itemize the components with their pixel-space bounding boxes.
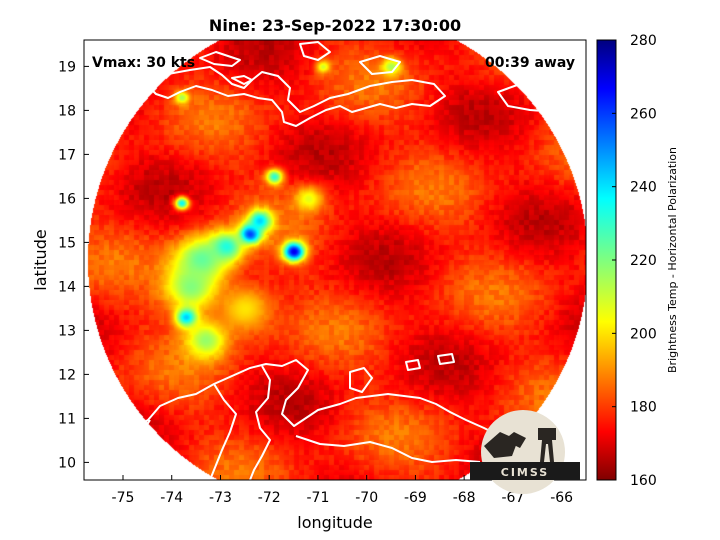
x-tick-label: -70 [355, 490, 378, 506]
colorbar-label: Brightness Temp - Horizontal Polarizatio… [666, 147, 679, 373]
coastline-hispaniola [147, 66, 446, 127]
y-tick-label: 14 [58, 279, 76, 295]
x-tick-label: -66 [550, 490, 573, 506]
coastline-gonave [231, 75, 253, 85]
y-tick-label: 10 [58, 455, 76, 471]
coastline-north-dr [299, 41, 331, 61]
y-tick-label: 16 [58, 191, 76, 207]
colorbar-tick-label: 260 [630, 106, 657, 122]
coastline-puerto-rico [497, 83, 586, 113]
logo-bar [470, 462, 580, 480]
water-tower-icon [538, 428, 556, 462]
coastline-maracaibo [249, 365, 271, 480]
x-tick-label: -75 [112, 490, 135, 506]
colorbar-ticks: 160 180 200 220 240 260 280 [612, 33, 657, 489]
x-tick-label: -73 [209, 490, 232, 506]
coastline-north-haiti [199, 51, 241, 67]
y-tick-label: 12 [58, 367, 76, 383]
coastline-north-dr-2 [359, 55, 401, 75]
satellite-dish-icon-2 [504, 432, 526, 448]
plot-area [84, 40, 586, 480]
colorbar-tick-label: 220 [630, 253, 657, 269]
x-tick-label: -68 [453, 490, 476, 506]
colorbar-tick-label: 200 [630, 326, 657, 342]
x-tick-label: -71 [307, 490, 330, 506]
coastlines [84, 41, 586, 480]
x-tick-label: -74 [160, 490, 183, 506]
plot-frame [83, 39, 587, 481]
x-tick-label: -67 [501, 490, 524, 506]
x-tick-label: -69 [404, 490, 427, 506]
y-tick-label: 13 [58, 323, 76, 339]
chart-title: Nine: 23-Sep-2022 17:30:00 [209, 16, 461, 35]
colorbar-tick-label: 280 [630, 33, 657, 49]
cimss-logo: CIMSS [470, 410, 580, 494]
colorbar-tick-label: 240 [630, 180, 657, 196]
x-tick-label: -72 [258, 490, 281, 506]
logo-text: CIMSS [501, 466, 549, 479]
time-away-label: 00:39 away [485, 55, 575, 71]
microwave-swath-image [84, 40, 586, 480]
x-axis-label: longitude [297, 513, 372, 532]
coastline-curacao [437, 353, 455, 365]
y-tick-label: 19 [58, 59, 76, 75]
colorbar-tick-label: 160 [630, 473, 657, 489]
y-axis-ticks: 10 11 12 13 14 15 16 17 18 19 [58, 59, 89, 471]
coastline-paraguana [349, 367, 373, 393]
vmax-label: Vmax: 30 kts [92, 55, 195, 71]
y-axis-label: latitude [31, 229, 50, 290]
coastline-guajira [209, 383, 237, 480]
coastline-aruba [405, 359, 421, 371]
y-tick-label: 15 [58, 235, 76, 251]
y-tick-label: 17 [58, 147, 76, 163]
y-tick-label: 11 [58, 411, 76, 427]
colorbar-tick-label: 180 [630, 400, 657, 416]
coastline-inland-2 [107, 419, 151, 480]
y-tick-label: 18 [58, 103, 76, 119]
x-axis-ticks: -75 -74 -73 -72 -71 -70 -69 -68 -67 -66 [112, 475, 573, 506]
colorbar: 160 180 200 220 240 260 280 Brightness Temp - … [596, 33, 679, 489]
coastline-inland-1 [295, 435, 481, 463]
coastline-south-america [84, 359, 586, 449]
